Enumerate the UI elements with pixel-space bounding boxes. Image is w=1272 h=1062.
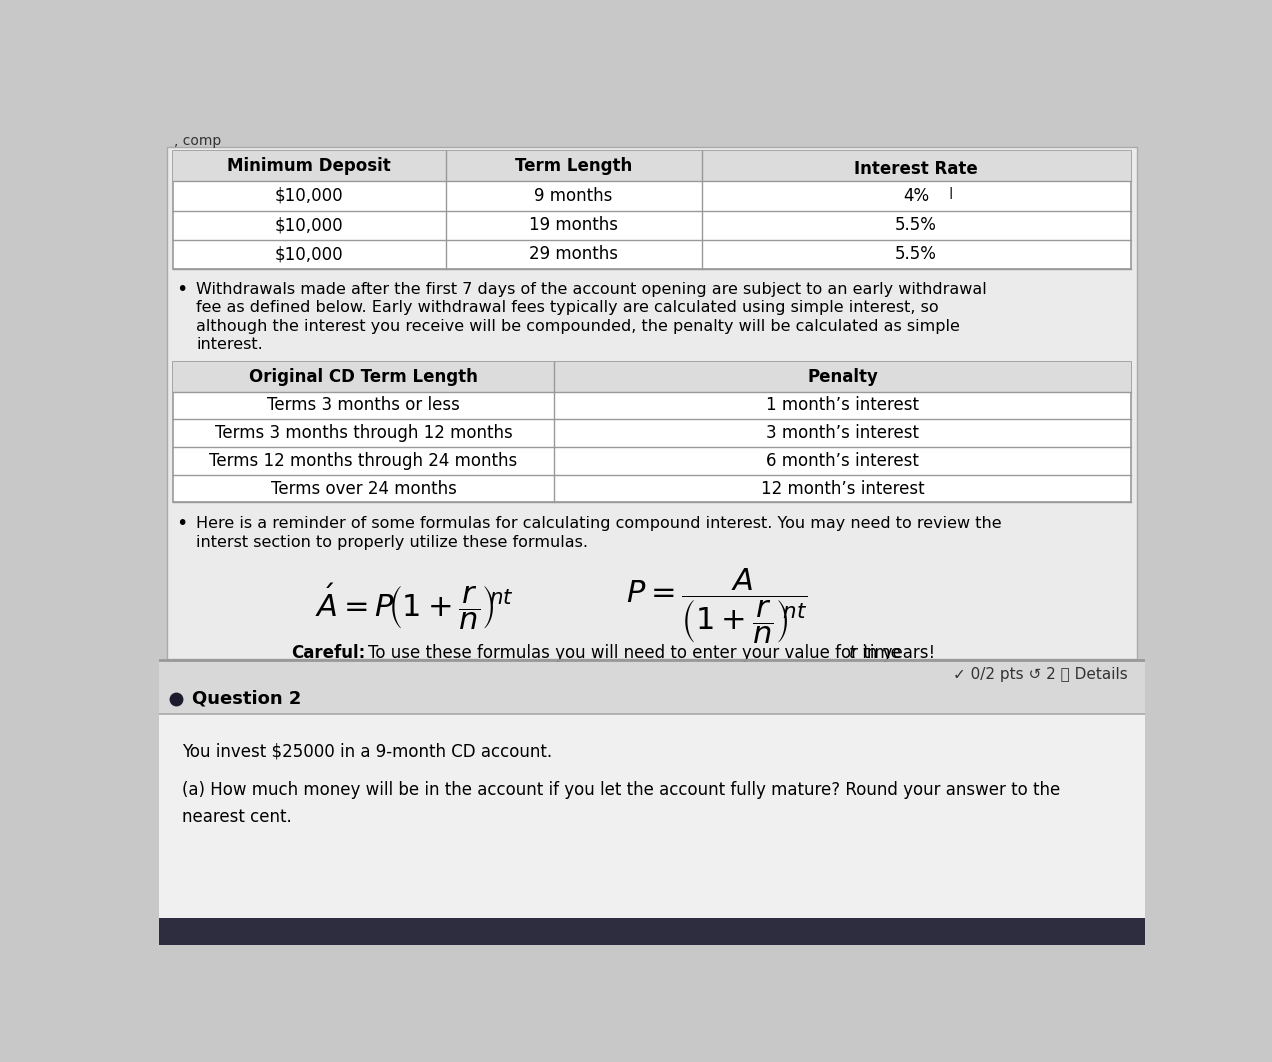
Text: I: I [949,187,953,202]
Bar [173,151,1131,269]
Text: Question 2: Question 2 [192,690,301,707]
Text: $t$: $t$ [848,644,857,662]
Text: Original CD Term Length: Original CD Term Length [249,367,478,386]
Text: nearest cent.: nearest cent. [182,807,293,825]
Text: Terms 3 months through 12 months: Terms 3 months through 12 months [215,424,513,442]
Text: Here is a reminder of some formulas for calculating compound interest. You may n: Here is a reminder of some formulas for … [196,516,1002,531]
Text: Withdrawals made after the first 7 days of the account opening are subject to an: Withdrawals made after the first 7 days … [196,281,987,296]
Text: Term Length: Term Length [515,157,632,175]
Text: , comp: , comp [174,134,221,148]
Text: 29 months: 29 months [529,245,618,263]
Text: Minimum Deposit: Minimum Deposit [228,157,392,175]
Bar [159,661,1145,713]
Bar [167,147,1137,658]
Text: 19 months: 19 months [529,217,618,235]
Text: $\acute{A} = P\!\left(1+\dfrac{r}{n}\right)^{\!\!nt}$: $\acute{A} = P\!\left(1+\dfrac{r}{n}\rig… [315,581,514,632]
Text: $10,000: $10,000 [275,187,343,205]
Text: You invest $25000 in a 9-month CD account.: You invest $25000 in a 9-month CD accoun… [182,742,552,760]
Text: 9 months: 9 months [534,187,613,205]
Text: 5.5%: 5.5% [895,217,937,235]
Text: 5.5%: 5.5% [895,245,937,263]
Bar [173,362,1131,502]
Text: Penalty: Penalty [808,367,878,386]
Text: interest.: interest. [196,337,263,353]
Text: Careful:: Careful: [291,644,365,662]
Text: $P = \dfrac{A}{\left(1+\dfrac{r}{n}\right)^{\!\!nt}}$: $P = \dfrac{A}{\left(1+\dfrac{r}{n}\righ… [626,567,808,646]
Bar [159,714,1145,921]
Text: $10,000: $10,000 [275,245,343,263]
Text: 4%: 4% [903,187,930,205]
Text: ✓ 0/2 pts ↺ 2 ⓘ Details: ✓ 0/2 pts ↺ 2 ⓘ Details [953,667,1128,682]
Text: Terms over 24 months: Terms over 24 months [271,480,457,498]
Bar [159,919,1145,945]
Text: (a) How much money will be in the account if you let the account fully mature? R: (a) How much money will be in the accoun… [182,781,1061,799]
Text: in years!: in years! [857,644,935,662]
Bar [173,362,1131,392]
Text: Interest Rate: Interest Rate [855,159,978,177]
Text: 1 month’s interest: 1 month’s interest [766,396,920,414]
Text: fee as defined below. Early withdrawal fees typically are calculated using simpl: fee as defined below. Early withdrawal f… [196,301,939,315]
Text: although the interest you receive will be compounded, the penalty will be calcul: although the interest you receive will b… [196,319,960,333]
Text: 12 month’s interest: 12 month’s interest [761,480,925,498]
Text: Terms 12 months through 24 months: Terms 12 months through 24 months [210,451,518,469]
Text: interst section to properly utilize these formulas.: interst section to properly utilize thes… [196,535,588,550]
Text: 6 month’s interest: 6 month’s interest [766,451,918,469]
Text: Terms 3 months or less: Terms 3 months or less [267,396,460,414]
Bar [173,151,1131,182]
Text: •: • [176,514,187,533]
Text: $10,000: $10,000 [275,217,343,235]
Text: To use these formulas you will need to enter your value for time: To use these formulas you will need to e… [369,644,907,662]
Text: •: • [176,279,187,298]
Text: 3 month’s interest: 3 month’s interest [766,424,920,442]
